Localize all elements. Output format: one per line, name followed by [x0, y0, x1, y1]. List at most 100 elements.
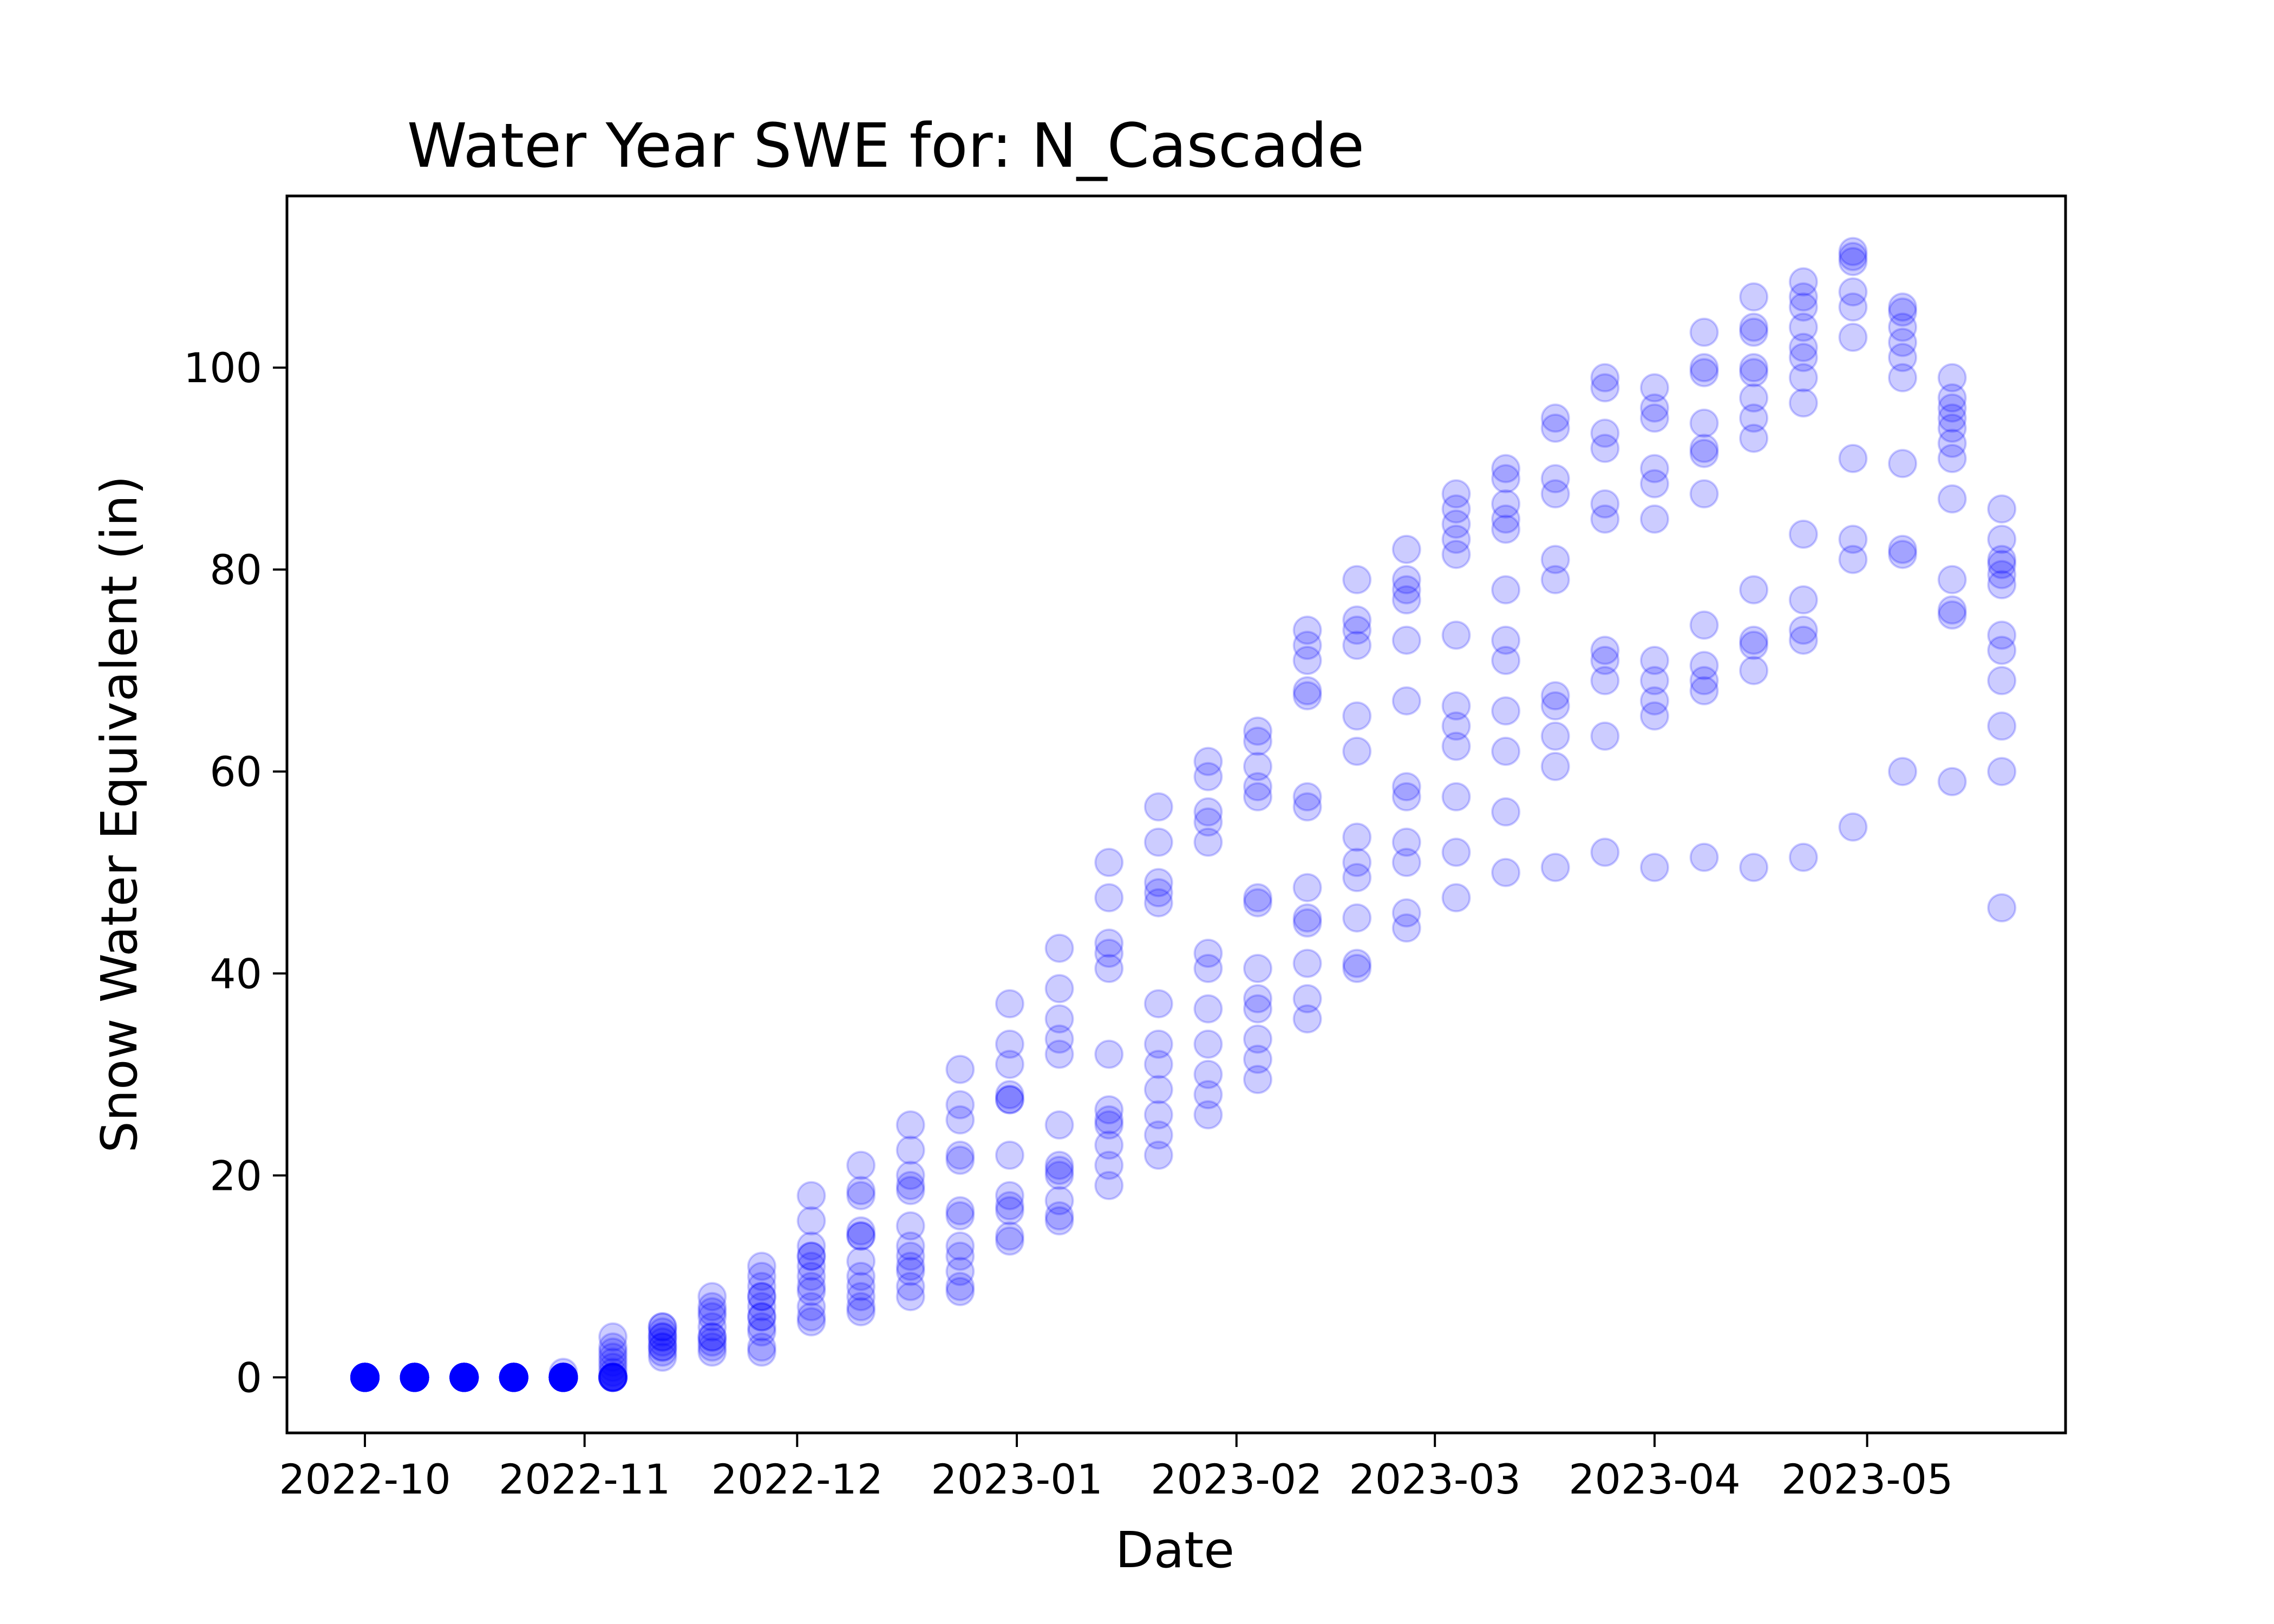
data-point — [1739, 575, 1769, 605]
data-point — [499, 1363, 528, 1392]
data-point — [499, 1363, 528, 1392]
data-point — [449, 1363, 479, 1392]
data-point — [1639, 686, 1669, 716]
data-point — [697, 1337, 727, 1367]
data-point — [499, 1363, 528, 1392]
data-point — [995, 1085, 1024, 1115]
data-point — [697, 1297, 727, 1327]
data-point — [1888, 312, 1917, 342]
data-point — [1391, 772, 1421, 802]
data-point — [400, 1363, 429, 1392]
data-point — [350, 1363, 380, 1392]
data-point — [747, 1302, 776, 1332]
data-point — [1838, 444, 1868, 473]
data-point — [1143, 792, 1173, 822]
plot-frame — [285, 194, 2067, 1435]
data-point — [499, 1363, 528, 1392]
data-point — [350, 1363, 380, 1392]
data-point — [648, 1337, 677, 1367]
data-point — [896, 1161, 925, 1190]
data-point — [548, 1363, 578, 1392]
data-point — [449, 1363, 479, 1392]
data-point — [449, 1363, 479, 1392]
data-point — [1094, 939, 1124, 968]
data-point — [499, 1363, 528, 1392]
data-point — [1143, 1120, 1173, 1150]
data-point — [697, 1322, 727, 1352]
data-point — [350, 1363, 380, 1392]
data-point — [1143, 1050, 1173, 1079]
data-point — [1044, 1201, 1074, 1230]
data-point — [400, 1363, 429, 1392]
data-point — [1292, 676, 1322, 705]
data-point — [1441, 883, 1471, 913]
data-point — [499, 1363, 528, 1392]
data-point — [697, 1322, 727, 1352]
data-point — [1391, 848, 1421, 878]
data-point — [1491, 625, 1521, 655]
data-point — [548, 1363, 578, 1392]
data-point — [846, 1246, 876, 1276]
data-point — [1143, 1029, 1173, 1059]
data-point — [499, 1363, 528, 1392]
data-point — [1094, 1130, 1124, 1160]
data-point — [1838, 812, 1868, 842]
data-point — [400, 1363, 429, 1392]
data-point — [747, 1317, 776, 1347]
data-point — [1888, 449, 1917, 479]
x-tick-label: 2022-12 — [711, 1455, 884, 1503]
data-point — [896, 1135, 925, 1165]
data-point — [1094, 883, 1124, 913]
data-point — [449, 1363, 479, 1392]
data-point — [449, 1363, 479, 1392]
data-point — [1094, 954, 1124, 983]
data-point — [747, 1292, 776, 1321]
data-point — [995, 1029, 1024, 1059]
data-point — [548, 1363, 578, 1392]
data-point — [1094, 1095, 1124, 1125]
data-point — [400, 1363, 429, 1392]
data-point — [548, 1363, 578, 1392]
data-point — [1342, 701, 1372, 731]
data-point — [1243, 782, 1272, 811]
data-point — [1243, 772, 1272, 802]
data-point — [598, 1363, 628, 1392]
data-point — [1987, 560, 2017, 590]
x-tick-label: 2022-10 — [279, 1455, 451, 1503]
data-point — [1193, 797, 1223, 827]
data-point — [648, 1332, 677, 1362]
data-point — [1391, 782, 1421, 811]
data-point — [796, 1302, 826, 1332]
data-point — [1937, 484, 1967, 514]
data-point — [945, 1090, 975, 1119]
x-tick-label: 2023-01 — [931, 1455, 1103, 1503]
y-tick-label: 80 — [210, 546, 262, 594]
data-point — [400, 1363, 429, 1392]
data-point — [449, 1363, 479, 1392]
data-point — [1788, 267, 1818, 297]
data-point — [1243, 1044, 1272, 1074]
data-point — [400, 1363, 429, 1392]
data-point — [499, 1363, 528, 1392]
data-point — [350, 1363, 380, 1392]
data-point — [1441, 479, 1471, 509]
data-point — [1788, 388, 1818, 418]
data-point — [1292, 792, 1322, 822]
data-point — [1143, 989, 1173, 1019]
data-point — [1491, 454, 1521, 483]
data-point — [945, 1196, 975, 1226]
data-point — [1044, 1004, 1074, 1034]
data-point — [1739, 383, 1769, 413]
data-point — [796, 1181, 826, 1210]
data-point — [1788, 312, 1818, 342]
data-point — [548, 1363, 578, 1392]
data-point — [1044, 1186, 1074, 1215]
data-point — [1689, 408, 1719, 438]
data-point — [1342, 615, 1372, 645]
data-point — [400, 1363, 429, 1392]
data-point — [499, 1363, 528, 1392]
data-point — [449, 1363, 479, 1392]
data-point — [548, 1358, 578, 1387]
data-point — [945, 1055, 975, 1084]
data-point — [449, 1363, 479, 1392]
